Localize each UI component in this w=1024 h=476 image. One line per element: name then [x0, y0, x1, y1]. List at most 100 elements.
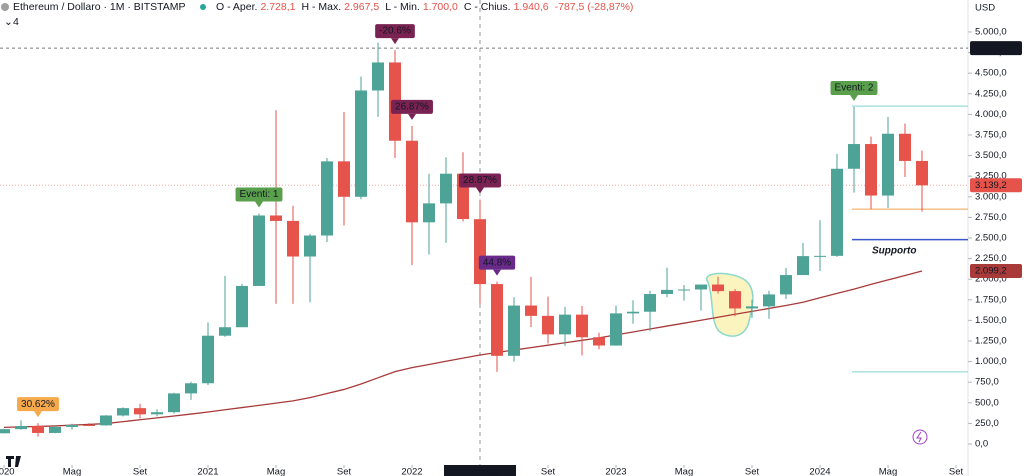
annotation-pointer	[34, 411, 42, 418]
annotation-pointer	[476, 187, 484, 194]
candle-body	[746, 306, 758, 309]
y-tick-label: 3.750,0	[975, 129, 1007, 140]
candle-body	[712, 284, 724, 292]
candle-body	[338, 161, 350, 197]
price-label: 2.099,2	[975, 266, 1007, 277]
candle-body	[117, 408, 129, 416]
annotation-pointer	[408, 113, 416, 120]
change: -787,5 (-28,87%)	[555, 1, 634, 13]
candle-body	[559, 314, 571, 335]
candle-body	[474, 219, 486, 285]
annotation: 26.87%	[395, 102, 429, 113]
candle-body	[576, 314, 588, 338]
price-label: 4.804,7	[975, 43, 1007, 54]
candle-body	[49, 426, 61, 433]
ohlc-label: O - Aper.	[216, 1, 257, 13]
x-tick-label: 2022	[401, 467, 422, 476]
ohlc-value: 1.700,0	[423, 1, 458, 13]
ohlc-value: 1.940,6	[514, 1, 549, 13]
annotation-box	[375, 24, 415, 39]
x-tick-label: Set	[745, 467, 760, 476]
candle-body	[0, 429, 10, 434]
annotation: 28.87%	[463, 175, 497, 186]
candle-body	[423, 203, 435, 223]
candle-body	[270, 215, 282, 221]
y-tick-label: 250,0	[975, 418, 999, 429]
annotation: 30.62%	[21, 399, 55, 410]
candle-body	[695, 284, 707, 290]
ohlc-label: H - Max.	[301, 1, 341, 13]
x-tick-label: Set	[133, 467, 148, 476]
y-tick-label: 1.750,0	[975, 294, 1007, 305]
annotation-box	[459, 173, 501, 188]
candle-body	[508, 305, 520, 356]
candle-body	[66, 424, 78, 427]
x-tick-label: Mag	[675, 467, 693, 476]
candle-body	[916, 160, 928, 186]
annotation-box	[17, 397, 59, 412]
y-tick-label: 1.250,0	[975, 335, 1007, 346]
symbol-icon	[1, 3, 9, 11]
x-tick-label: Set	[541, 467, 556, 476]
candle-body	[372, 62, 384, 91]
candle-body	[15, 426, 27, 430]
candle-body	[780, 275, 792, 295]
y-tick-label: 1.500,0	[975, 315, 1007, 326]
candle-body	[542, 315, 554, 335]
x-tick-label: Mag	[267, 467, 285, 476]
y-tick-label: 3.000,0	[975, 191, 1007, 202]
price-label-box	[970, 41, 1022, 56]
alert-icon[interactable]	[912, 429, 928, 445]
x-tick-label: 2021	[197, 467, 218, 476]
candle-body	[899, 133, 911, 161]
candle-body	[814, 255, 826, 257]
y-tick-label: 1.000,0	[975, 356, 1007, 367]
annotation-pointer	[850, 94, 858, 101]
annotation-box	[235, 187, 283, 202]
x-tick-label: Set	[949, 467, 964, 476]
annotation: -20.6%	[379, 26, 411, 37]
candle-body	[321, 161, 333, 236]
crosshair-label-box	[444, 465, 516, 476]
candle-body	[287, 220, 299, 257]
header: Ethereum / Dollaro · 1M · BITSTAMP O - A…	[1, 1, 633, 28]
indicator-count[interactable]: 4	[13, 16, 19, 28]
annotation-box	[391, 99, 433, 114]
candle-body	[644, 294, 656, 312]
alert-bolt	[916, 431, 922, 443]
candle-body	[355, 90, 367, 197]
x-tick-label: Set	[337, 467, 352, 476]
indicator-toggle[interactable]: ⌄	[4, 16, 13, 28]
ohlc-value: 2.967,5	[344, 1, 379, 13]
x-tick-label: Mag	[63, 467, 81, 476]
candle-body	[304, 235, 316, 257]
y-tick-label: 5.000,0	[975, 26, 1007, 37]
annotation: Eventi: 2	[835, 83, 874, 94]
candle-body	[236, 285, 248, 328]
candle-body	[32, 426, 44, 433]
annotation-pointer	[255, 201, 263, 208]
candle-body	[202, 335, 214, 384]
price-label-box	[970, 178, 1022, 193]
candle-body	[100, 415, 112, 426]
y-tick-label: 4.000,0	[975, 109, 1007, 120]
ohlc: O - Aper. 2.728,1 H - Max. 2.967,5 L - Min. 1…	[216, 1, 633, 13]
price-label-box	[970, 264, 1022, 279]
x-tick-label: 2024	[809, 467, 830, 476]
y-tick-label: 750,0	[975, 377, 999, 388]
symbol: Ethereum / Dollaro · 1M · BITSTAMP	[13, 1, 186, 13]
candle-body	[83, 424, 95, 426]
x-tick-label: 2023	[605, 467, 626, 476]
candle-body	[729, 291, 741, 309]
y-tick-label: 3.250,0	[975, 171, 1007, 182]
annotation-pointer	[391, 38, 399, 45]
candle-body	[253, 215, 265, 286]
y-tick-label: 2.000,0	[975, 274, 1007, 285]
y-tick-label: 500,0	[975, 397, 999, 408]
y-tick-label: 2.250,0	[975, 253, 1007, 264]
y-tick-label: 2.500,0	[975, 232, 1007, 243]
candle-body	[610, 313, 622, 346]
candle-body	[151, 412, 163, 415]
